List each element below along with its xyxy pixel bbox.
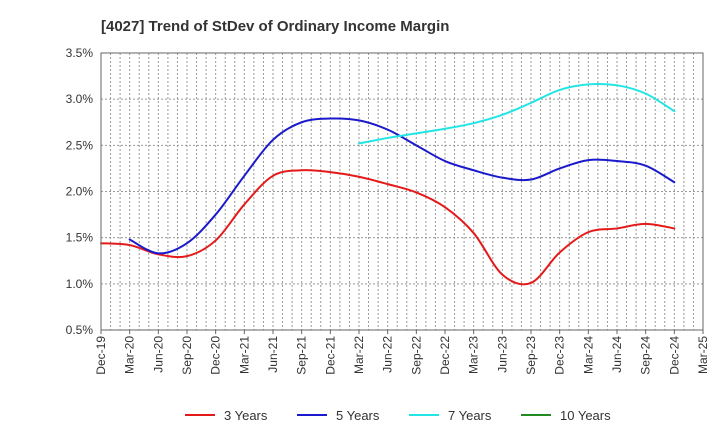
x-tick-label: Sep-24	[639, 336, 653, 375]
legend-label: 5 Years	[336, 408, 380, 423]
y-tick-label: 1.5%	[66, 231, 94, 245]
chart-title: [4027] Trend of StDev of Ordinary Income…	[101, 18, 449, 35]
x-tick-label: Dec-21	[323, 336, 337, 375]
x-tick-label: Mar-22	[352, 336, 366, 374]
y-tick-label: 2.5%	[66, 138, 94, 152]
y-tick-label: 1.0%	[66, 277, 94, 291]
x-tick-label: Jun-20	[151, 336, 165, 373]
x-tick-label: Dec-19	[94, 336, 108, 375]
series-line-1	[100, 169, 676, 286]
plot-frame	[100, 52, 704, 331]
y-tick-label: 2.0%	[66, 185, 94, 199]
legend-label: 10 Years	[560, 408, 611, 423]
x-tick-label: Jun-23	[495, 336, 509, 373]
x-tick-label: Sep-20	[180, 336, 194, 375]
x-tick-label: Sep-21	[295, 336, 309, 375]
x-tick-label: Sep-23	[524, 336, 538, 375]
x-tick-label: Dec-24	[667, 336, 681, 375]
series-line-3	[358, 82, 676, 145]
x-tick-label: Jun-21	[266, 336, 280, 373]
x-tick-label: Jun-24	[610, 336, 624, 373]
x-tick-label: Mar-23	[467, 336, 481, 374]
legend-label: 7 Years	[448, 408, 492, 423]
x-tick-label: Jun-22	[381, 336, 395, 373]
x-tick-label: Sep-22	[409, 336, 423, 375]
x-tick-label: Mar-25	[696, 336, 710, 374]
x-tick-label: Dec-23	[553, 336, 567, 375]
x-tick-label: Dec-20	[209, 336, 223, 375]
x-axis: Dec-19 Mar-20 Jun-20 Sep-20 Dec-20 Mar-21 Jun-…	[94, 330, 710, 375]
y-tick-label: 3.0%	[66, 92, 94, 106]
legend-label: 3 Years	[224, 408, 268, 423]
y-axis: 0.5% 1.0% 1.5% 2.0% 2.5% 3.0% 3.5%	[66, 46, 94, 337]
y-tick-label: 3.5%	[66, 46, 94, 60]
x-tick-label: Dec-22	[438, 336, 452, 375]
x-tick-label: Mar-21	[237, 336, 251, 374]
x-tick-label: Mar-20	[123, 336, 137, 374]
grid	[100, 52, 703, 331]
legend: 3 Years 5 Years 7 Years 10 Years	[185, 408, 611, 423]
x-tick-label: Mar-24	[581, 336, 595, 374]
y-tick-label: 0.5%	[66, 323, 94, 337]
series-line-2	[128, 117, 676, 255]
series-layer	[100, 82, 676, 286]
